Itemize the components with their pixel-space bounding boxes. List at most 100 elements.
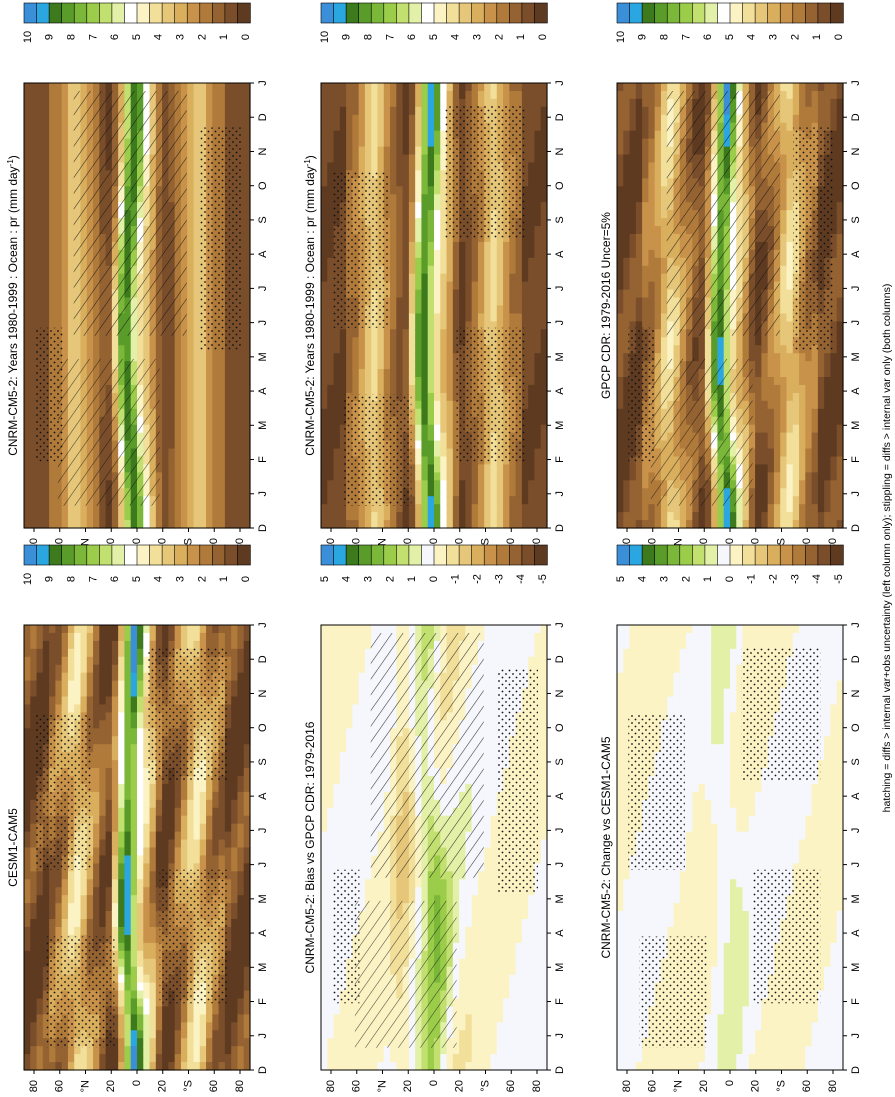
- p2-month-tick: J: [554, 80, 566, 86]
- p5-colorbar-swatch: [346, 545, 359, 565]
- p6-lat-tick: 80: [827, 1080, 839, 1092]
- p1-month-tick: M: [257, 352, 269, 361]
- p5-month-tick: A: [554, 792, 566, 800]
- p3-month-tick: J: [850, 491, 862, 497]
- p6-month-tick: D: [850, 1066, 862, 1074]
- p3-colorbar-tick: 9: [637, 34, 649, 40]
- p1-month-tick: J: [257, 286, 269, 292]
- p5-lat-tick: °N: [376, 1080, 388, 1092]
- p5-colorbar-swatch: [371, 545, 384, 565]
- p3-month-tick: J: [850, 320, 862, 326]
- p6-month-tick: F: [850, 998, 862, 1005]
- p2-month-tick: D: [554, 113, 566, 121]
- p5-colorbar-swatch: [421, 545, 434, 565]
- p4-month-tick: M: [257, 894, 269, 903]
- p4-colorbar-tick: 4: [153, 576, 165, 582]
- p5-lat-tick: 60: [351, 1080, 363, 1092]
- p1-month-tick: O: [257, 181, 269, 190]
- p5-colorbar-swatch: [321, 545, 334, 565]
- p3-colorbar-swatch: [805, 3, 818, 23]
- p1-colorbar-tick: 3: [175, 34, 187, 40]
- p5-colorbar-swatch: [497, 545, 510, 565]
- p5-colorbar-swatch: [384, 545, 397, 565]
- p6-month-tick: J: [850, 622, 862, 628]
- p4-month-tick: A: [257, 792, 269, 800]
- p5-colorbar-swatch: [359, 545, 372, 565]
- p5-lat-tick: 80: [325, 1080, 337, 1092]
- p2-month-tick: D: [554, 524, 566, 532]
- p4-month-tick: A: [257, 929, 269, 937]
- p3-colorbar-swatch: [617, 3, 630, 23]
- p4-colorbar-swatch: [62, 545, 75, 565]
- p6-month-tick: N: [850, 689, 862, 697]
- p3-colorbar-swatch: [768, 3, 781, 23]
- p4-colorbar-tick: 8: [66, 576, 78, 582]
- p4-stippling-1: [148, 647, 227, 781]
- p5-lat-tick: 0: [428, 1080, 440, 1086]
- p3-colorbar-swatch: [830, 3, 843, 23]
- p1-colorbar-tick: 0: [240, 34, 252, 40]
- p4-colorbar-tick: 2: [196, 576, 208, 582]
- p5-colorbar-tick: -3: [493, 574, 505, 584]
- p2-title: CNRM-CM5-2: Years 1980-1999 : Ocean : pr…: [303, 155, 318, 456]
- p6-colorbar-swatch: [768, 545, 781, 565]
- p6-month-tick: D: [850, 655, 862, 663]
- p4-lat-tick: 20: [157, 1080, 169, 1092]
- p6-colorbar-swatch: [617, 545, 630, 565]
- p2-colorbar-tick: 6: [406, 34, 418, 40]
- p4-colorbar-swatch: [37, 545, 50, 565]
- p6-colorbar: 5 4 3 2 1 0 -1 -2 -3 -4 -5: [615, 545, 845, 584]
- p3-colorbar-tick: 7: [680, 34, 692, 40]
- p5-month-tick: J: [554, 862, 566, 868]
- p3-month-tick: N: [850, 147, 862, 155]
- p3-hatching: [667, 91, 780, 336]
- p6-lat-tick: 60: [801, 1080, 813, 1092]
- p2-colorbar-swatch: [472, 3, 485, 23]
- p3-month-tick: J: [850, 286, 862, 292]
- p5-colorbar-tick: -4: [515, 574, 527, 584]
- figure-caption: hatching = diffs > internal var+obs unce…: [881, 284, 893, 813]
- p6-colorbar-swatch: [730, 545, 743, 565]
- p2-colorbar-swatch: [509, 3, 522, 23]
- p3-month-tick: M: [850, 421, 862, 430]
- p1-colorbar-swatch: [124, 3, 137, 23]
- p5-title: CNRM-CM5-2: Bias vs GPCP CDR: 1979-2016: [303, 721, 317, 973]
- p4-colorbar-swatch: [87, 545, 100, 565]
- p3-colorbar-tick: 10: [615, 31, 627, 43]
- p4-colorbar-tick: 0: [240, 576, 252, 582]
- p5-stippling-0: [497, 670, 538, 893]
- p5-month-tick: F: [554, 998, 566, 1005]
- p2-colorbar-swatch: [346, 3, 359, 23]
- p6-colorbar-swatch: [780, 545, 793, 565]
- p3-month-tick: M: [850, 352, 862, 361]
- p6-month-tick: O: [850, 723, 862, 732]
- p1-colorbar-swatch: [237, 3, 250, 23]
- p1-colorbar-swatch: [175, 3, 188, 23]
- p6-lat-tick: 20: [750, 1080, 762, 1092]
- p5-colorbar-tick: -2: [472, 574, 484, 584]
- p4-month-tick: D: [257, 655, 269, 663]
- p1-colorbar-swatch: [24, 3, 37, 23]
- p5-colorbar-tick: 5: [319, 576, 331, 582]
- p4-colorbar-tick: 1: [218, 576, 230, 582]
- p2-month-tick: F: [554, 456, 566, 463]
- p4-colorbar-swatch: [187, 545, 200, 565]
- p1-month-tick: A: [257, 250, 269, 258]
- p4-colorbar: 10 9 8 7 6 5 4 3 2 1 0: [22, 545, 252, 585]
- p4-stippling-0: [35, 714, 92, 870]
- p6-title: CNRM-CM5-2: Change vs CESM1-CAM5: [599, 736, 613, 958]
- p4-colorbar-swatch: [162, 545, 175, 565]
- p3-month-tick: F: [850, 456, 862, 463]
- p6-colorbar-swatch: [743, 545, 756, 565]
- p2-colorbar: 10 9 8 7 6 5 4 3 2 1 0: [319, 3, 549, 43]
- p3-stippling-1: [628, 328, 655, 462]
- p3-colorbar-swatch: [692, 3, 705, 23]
- p1-stippling-1: [35, 328, 62, 462]
- p4-colorbar-swatch: [137, 545, 150, 565]
- p1-colorbar-tick: 5: [131, 34, 143, 40]
- p3-colorbar-tick: 0: [833, 34, 845, 40]
- p6-colorbar-tick: 4: [637, 576, 649, 582]
- p4-lat-tick: 60: [54, 1080, 66, 1092]
- p5-month-tick: M: [554, 894, 566, 903]
